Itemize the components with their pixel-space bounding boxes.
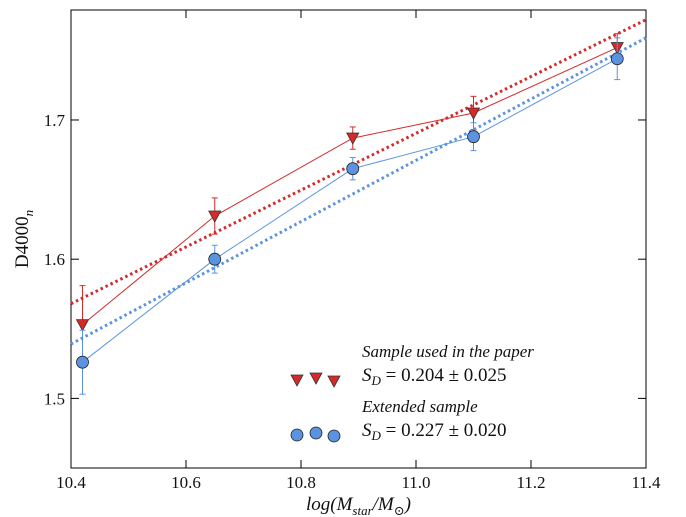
x-tick-label: 11.2: [516, 473, 545, 492]
y-axis-label-part: D4000: [12, 216, 33, 268]
x-axis-label-part: ⊙: [394, 503, 405, 517]
x-axis-label-part: /M: [372, 494, 395, 515]
data-point: [466, 107, 481, 120]
legend-marker: [309, 426, 323, 440]
fit-line: [70, 36, 647, 346]
fit-label-part: S: [362, 420, 372, 441]
y-tick-label: 1.5: [44, 389, 65, 408]
data-point: [208, 210, 222, 223]
fit-label-part: S: [362, 365, 372, 386]
y-tick-label: 1.6: [44, 250, 65, 269]
data-point: [610, 52, 624, 66]
fit-label-part: D: [371, 428, 382, 443]
legend-marker: [290, 374, 304, 387]
data-point: [75, 319, 90, 332]
legend-fit-label: SD = 0.227 ± 0.020: [362, 420, 507, 443]
legend-label: Sample used in the paper: [362, 342, 534, 361]
legend-marker: [290, 428, 304, 442]
y-axis-label-part: n: [21, 210, 36, 217]
plot-frame: [70, 9, 647, 469]
x-tick-label: 10.6: [171, 473, 201, 492]
legend-fit-label: SD = 0.204 ± 0.025: [362, 365, 507, 388]
fit-line: [70, 18, 647, 306]
x-axis-label-part: ): [404, 494, 411, 515]
fit-label-part: = 0.227 ± 0.020: [381, 420, 507, 441]
x-axis-label-part: log(M: [306, 494, 354, 515]
legend-marker: [327, 375, 341, 388]
fit-label-part: D: [371, 373, 382, 388]
data-line: [82, 58, 618, 363]
data-point: [346, 162, 360, 176]
x-tick-label: 10.8: [286, 473, 316, 492]
x-axis-label-part: star: [352, 503, 373, 517]
fit-label-part: = 0.204 ± 0.025: [381, 365, 507, 386]
data-point: [208, 252, 222, 266]
x-tick-label: 11.4: [631, 473, 661, 492]
legend-marker: [309, 372, 323, 385]
data-point: [346, 132, 360, 145]
x-tick-label: 10.4: [56, 473, 86, 492]
data-point: [76, 355, 89, 369]
legend-marker: [327, 429, 341, 443]
data-line: [82, 47, 618, 326]
legend-label: Extended sample: [361, 397, 478, 416]
x-tick-label: 11.0: [401, 473, 430, 492]
y-tick-label: 1.7: [44, 111, 66, 130]
data-point: [467, 130, 480, 144]
x-axis-label: log(Mstar/M⊙): [306, 494, 411, 517]
y-axis-label: D4000n: [12, 210, 36, 268]
